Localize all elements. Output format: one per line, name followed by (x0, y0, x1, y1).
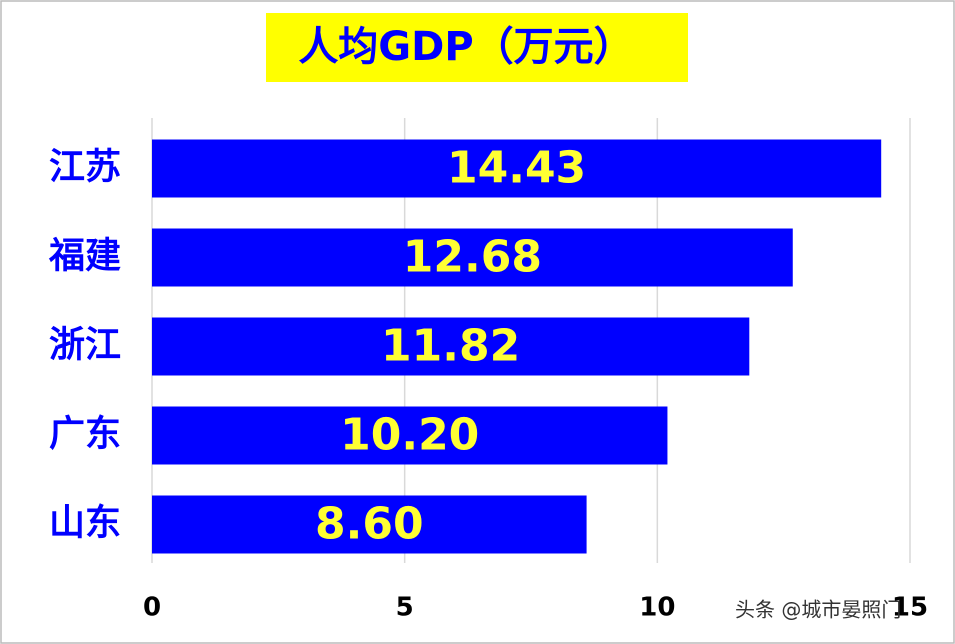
bar (152, 495, 587, 554)
y-tick-label: 江苏 (49, 147, 121, 188)
plot-area: 0 5 10 15 14.43 江苏 12.68 福建 11.82 浙江 10.20 广东 8.60 山东 (48, 118, 928, 623)
y-tick-label: 浙江 (49, 325, 121, 366)
bar (152, 139, 882, 198)
bar (152, 228, 793, 287)
x-tick-label: 10 (639, 593, 675, 623)
value-label: 8.60 (315, 499, 424, 550)
chart-title: 人均GDP（万元） (298, 24, 633, 70)
x-tick-label: 5 (396, 593, 414, 623)
value-label: 12.68 (403, 232, 542, 283)
y-tick-label: 广东 (49, 414, 121, 455)
bar (152, 317, 750, 376)
value-label: 11.82 (381, 321, 520, 372)
x-tick-label: 15 (892, 593, 928, 623)
value-label: 10.20 (340, 410, 479, 461)
x-tick-label: 0 (143, 593, 161, 623)
watermark: 头条 @城市晏照门 (735, 598, 901, 622)
y-tick-label: 山东 (49, 503, 121, 544)
y-tick-label: 福建 (48, 236, 121, 277)
bar (152, 406, 668, 465)
value-label: 14.43 (447, 143, 586, 194)
title-box (266, 13, 688, 82)
